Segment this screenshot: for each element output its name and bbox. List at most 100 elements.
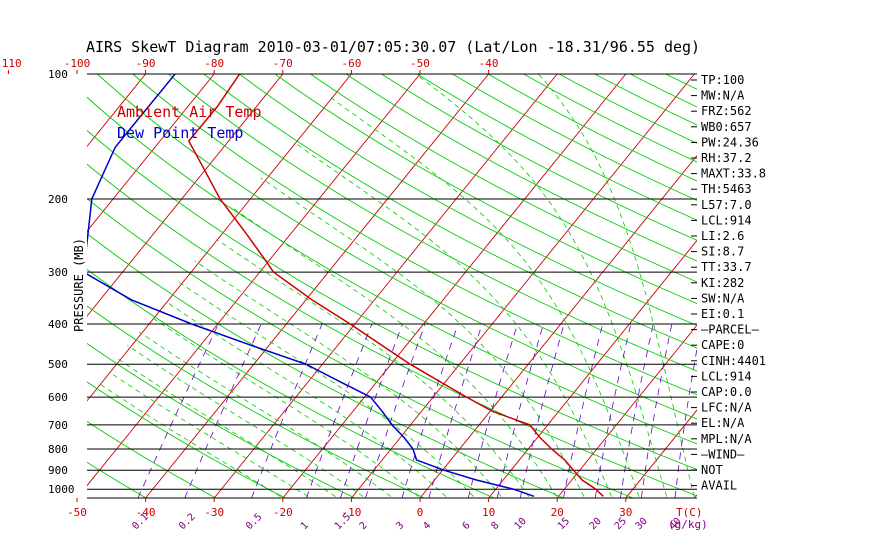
isotherm — [625, 409, 697, 498]
moist-adiabat — [115, 357, 336, 497]
index-label: CAPE:0 — [701, 338, 744, 352]
dry-adiabat — [274, 74, 697, 304]
dry-adiabat — [203, 74, 697, 349]
isotherm — [832, 74, 870, 498]
index-label: TT:33.7 — [701, 260, 752, 274]
top-temp-tick-label: -50 — [410, 57, 430, 70]
dry-adiabat — [487, 74, 697, 182]
mixing-ratio-line — [428, 323, 483, 498]
dry-adiabat — [0, 74, 7, 498]
index-label: LCL:914 — [701, 369, 752, 383]
pressure-tick-label: 200 — [48, 193, 68, 206]
mixing-ratio-line — [640, 323, 673, 498]
isotherm — [145, 74, 489, 498]
pressure-tick-label: 800 — [48, 443, 68, 456]
moist-adiabat — [216, 238, 530, 497]
mixing-ratio-tick-label: 6 — [461, 520, 473, 532]
chart-title: AIRS SkewT Diagram 2010-03-01/07:05:30.0… — [86, 38, 700, 56]
legend-dew-point-temp: Dew Point Temp — [117, 124, 243, 142]
isotherm — [87, 74, 352, 402]
mixing-ratio-line — [340, 323, 403, 498]
isotherm — [763, 74, 870, 498]
mixing-ratio-tick-label: 8 — [489, 520, 501, 532]
mixing-ratio-tick-label: 20 — [588, 516, 604, 532]
index-label: CAP:0.0 — [701, 385, 752, 399]
isotherm — [0, 74, 77, 498]
mixing-ratio-tick-label: 2 — [358, 520, 370, 532]
moist-adiabat — [166, 301, 447, 497]
mixing-ratio-line — [519, 323, 565, 498]
index-label: EI:0.1 — [701, 307, 744, 321]
index-label: SI:8.7 — [701, 245, 744, 259]
pressure-tick-label: 1000 — [48, 483, 75, 496]
mixing-ratio-line — [674, 346, 697, 498]
dew-point-temp-line — [87, 74, 535, 498]
bottom-temp-tick-label: -30 — [204, 506, 224, 519]
moist-adiabat — [127, 344, 364, 497]
bottom-temp-tick-label: 0 — [417, 506, 424, 519]
index-label: LI:2.6 — [701, 229, 744, 243]
mixing-ratio-tick-label: 4 — [421, 520, 433, 532]
top-temp-tick-label: -60 — [341, 57, 361, 70]
dry-adiabat — [87, 342, 355, 498]
index-label: WB0:657 — [701, 120, 752, 134]
dry-adiabat — [452, 74, 697, 201]
top-temp-tick-label: -80 — [204, 57, 224, 70]
index-label: L57:7.0 — [701, 198, 752, 212]
dry-adiabat — [87, 381, 286, 498]
mixing-ratio-line — [594, 323, 632, 498]
mixing-ratio-tick-label: 0.2 — [177, 512, 198, 533]
moist-adiabat — [151, 317, 419, 497]
moist-adiabat — [415, 74, 667, 497]
pressure-tick-label: 400 — [48, 318, 68, 331]
bottom-temp-tick-label: -40 — [136, 506, 156, 519]
index-label: MAXT:33.8 — [701, 167, 766, 181]
index-label: EL:N/A — [701, 416, 745, 430]
index-label: MW:N/A — [701, 89, 745, 103]
top-temp-tick-label: -40 — [479, 57, 499, 70]
isotherm — [0, 74, 8, 498]
index-label: KI:282 — [701, 276, 744, 290]
mixing-ratio-line — [401, 323, 459, 498]
top-temp-tick-label: -100 — [64, 57, 91, 70]
index-label: LCL:914 — [701, 213, 752, 227]
isotherm — [488, 239, 697, 498]
moist-adiabat — [108, 371, 309, 497]
dry-adiabat — [665, 74, 697, 90]
index-label: LFC:N/A — [701, 401, 752, 415]
index-label: RH:37.2 — [701, 151, 752, 165]
pressure-tick-label: 300 — [48, 266, 68, 279]
dry-adiabat — [87, 96, 697, 445]
pressure-tick-label: 500 — [48, 358, 68, 371]
bottom-temp-tick-label: -20 — [273, 506, 293, 519]
mixing-ratio-line — [620, 323, 654, 498]
top-temp-tick-label: -110 — [0, 57, 22, 70]
legend-ambient-air-temp: Ambient Air Temp — [117, 103, 262, 121]
ambient-air-temp-line — [187, 74, 604, 497]
index-label: TP:100 — [701, 73, 744, 87]
mixing-ratio-line — [306, 323, 373, 498]
dry-adiabat — [168, 74, 697, 372]
dry-adiabat — [87, 129, 697, 470]
pressure-tick-label: 600 — [48, 391, 68, 404]
pressure-tick-label: 700 — [48, 419, 68, 432]
bottom-temp-tick-label: -10 — [341, 506, 361, 519]
dry-adiabat — [87, 268, 495, 498]
moist-adiabat — [97, 382, 281, 497]
top-temp-tick-label: -90 — [136, 57, 156, 70]
index-label: TH:5463 — [701, 182, 752, 196]
top-temp-tick-label: -70 — [273, 57, 293, 70]
index-label: FRZ:562 — [701, 104, 752, 118]
pressure-tick-label: 900 — [48, 464, 68, 477]
mixing-ratio-line — [467, 323, 518, 498]
y-axis-label: PRESSURE (MB) — [72, 238, 86, 332]
dry-adiabat — [87, 233, 564, 498]
moist-adiabat — [537, 74, 695, 497]
mixing-ratio-line — [137, 323, 219, 498]
isotherm — [282, 74, 627, 498]
mixing-ratio-line — [251, 323, 323, 498]
isotherm — [87, 74, 215, 232]
index-label: CINH:4401 — [701, 354, 766, 368]
dry-adiabat — [381, 74, 697, 241]
